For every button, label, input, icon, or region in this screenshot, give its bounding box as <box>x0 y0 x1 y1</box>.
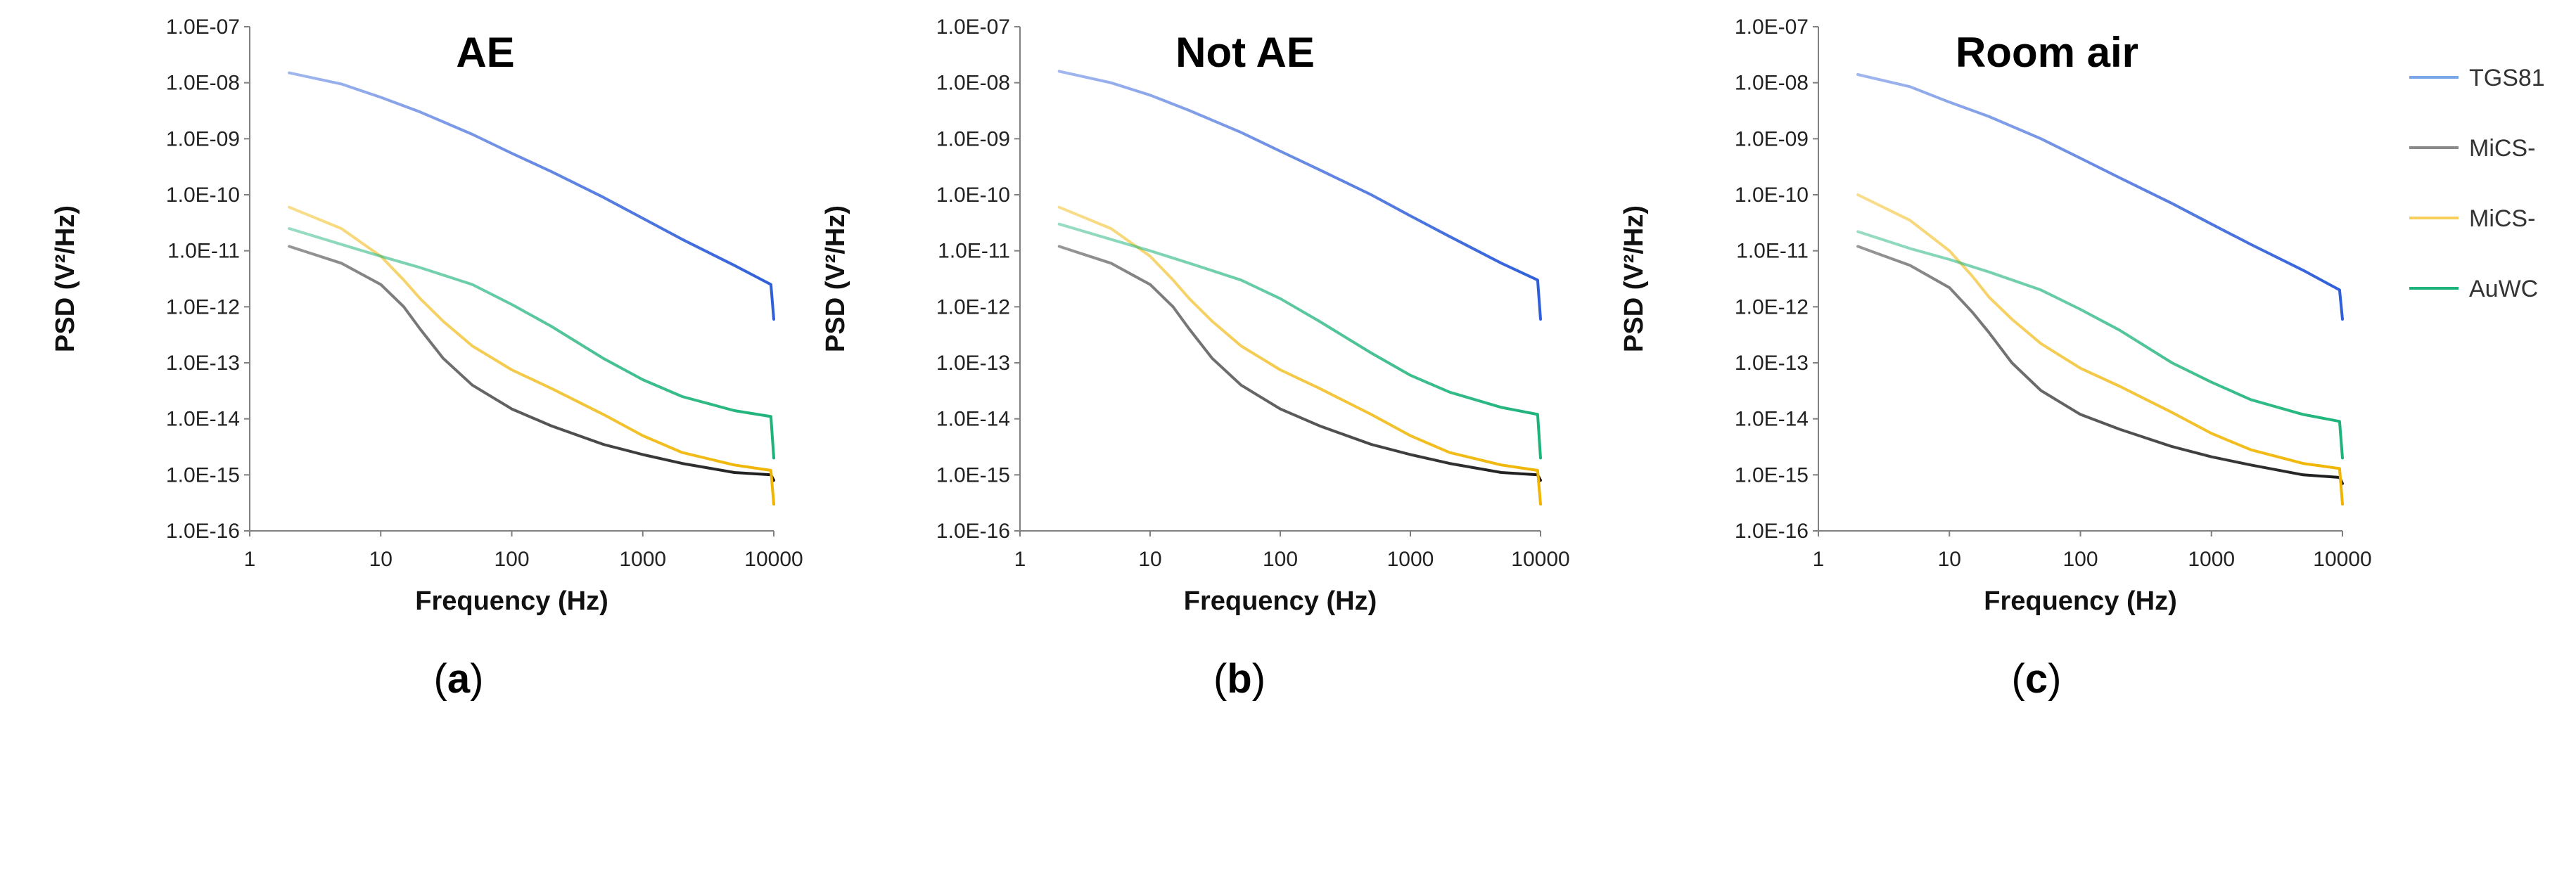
series-line <box>288 205 775 506</box>
y-tick-label: 1.0E-13 <box>1735 352 1809 375</box>
x-tick-label: 10000 <box>2313 548 2371 571</box>
y-tick-label: 1.0E-16 <box>936 520 1010 543</box>
x-tick-label: 1 <box>1014 548 1026 571</box>
x-tick-label: 100 <box>494 548 529 571</box>
series-line <box>1057 245 1542 482</box>
y-tick-label: 1.0E-08 <box>166 72 240 95</box>
x-tick-label: 1000 <box>619 548 666 571</box>
series-line <box>1057 70 1542 321</box>
y-tick-label: 1.0E-12 <box>936 295 1010 319</box>
y-tick-label: 1.0E-11 <box>938 240 1010 263</box>
x-tick-label: 10 <box>369 548 393 571</box>
y-tick-label: 1.0E-13 <box>166 352 240 375</box>
chart-panel-1: 1.0E-16 1.0E-15 1.0E-14 1.0E-13 1.0E-12 1.0E-… <box>51 15 803 702</box>
panel-caption: (b) <box>1213 656 1265 702</box>
y-tick-label: 1.0E-10 <box>936 184 1010 207</box>
y-tick-label: 1.0E-14 <box>166 408 240 431</box>
y-tick-label: 1.0E-15 <box>1735 463 1809 487</box>
legend-label: AuWC <box>2469 276 2538 302</box>
y-axis-title: PSD (V²/Hz) <box>821 205 850 352</box>
x-axis-title: Frequency (Hz) <box>1984 586 2176 616</box>
x-tick-label: 1000 <box>1387 548 1434 571</box>
y-tick-label: 1.0E-14 <box>936 408 1010 431</box>
y-tick-label: 1.0E-07 <box>1735 15 1809 39</box>
x-tick-label: 10000 <box>1511 548 1569 571</box>
x-tick-label: 10000 <box>744 548 803 571</box>
chart-panel-3: 1.0E-16 1.0E-15 1.0E-14 1.0E-13 1.0E-12 1.0E-… <box>1619 15 2372 702</box>
y-tick-label: 1.0E-07 <box>166 15 240 39</box>
y-tick-label: 1.0E-11 <box>1736 240 1809 263</box>
series-line <box>288 71 775 321</box>
y-tick-label: 1.0E-16 <box>166 520 240 543</box>
legend-entry: AuWC <box>2409 276 2538 302</box>
legend-entry: MiCS- <box>2409 135 2535 162</box>
y-tick-label: 1.0E-11 <box>167 240 240 263</box>
y-tick-label: 1.0E-10 <box>166 184 240 207</box>
series-line <box>1856 73 2344 321</box>
legend-entry: MiCS- <box>2409 205 2535 232</box>
y-tick-label: 1.0E-09 <box>936 127 1010 150</box>
series-line <box>1057 205 1542 506</box>
y-tick-label: 1.0E-08 <box>936 72 1010 95</box>
x-tick-label: 100 <box>2062 548 2098 571</box>
y-axis-title: PSD (V²/Hz) <box>1619 205 1649 352</box>
series-line <box>288 245 775 482</box>
y-tick-label: 1.0E-09 <box>1735 127 1809 150</box>
y-tick-label: 1.0E-08 <box>1735 72 1809 95</box>
y-tick-label: 1.0E-09 <box>166 127 240 150</box>
y-tick-label: 1.0E-15 <box>166 463 240 487</box>
x-tick-label: 1000 <box>2188 548 2235 571</box>
legend-label: TGS81 <box>2469 65 2545 91</box>
x-tick-label: 10 <box>1938 548 1961 571</box>
y-tick-label: 1.0E-07 <box>936 15 1010 39</box>
x-axis-title: Frequency (Hz) <box>1184 586 1377 616</box>
legend-entry: TGS81 <box>2409 65 2545 91</box>
series-line <box>288 227 775 460</box>
y-tick-label: 1.0E-15 <box>936 463 1010 487</box>
x-tick-label: 1 <box>1813 548 1825 571</box>
y-tick-label: 1.0E-10 <box>1735 184 1809 207</box>
series-line <box>1856 230 2344 460</box>
legend-label: MiCS- <box>2469 135 2535 162</box>
panel-caption: (c) <box>2012 656 2062 702</box>
x-tick-label: 10 <box>1138 548 1161 571</box>
y-tick-label: 1.0E-13 <box>936 352 1010 375</box>
y-axis-title: PSD (V²/Hz) <box>51 205 80 352</box>
x-axis-title: Frequency (Hz) <box>415 586 608 616</box>
y-tick-label: 1.0E-14 <box>1735 408 1809 431</box>
x-tick-label: 100 <box>1263 548 1298 571</box>
series-line <box>1057 222 1542 460</box>
legend: TGS81 MiCS- MiCS- AuWC <box>2409 65 2545 302</box>
legend-label: MiCS- <box>2469 205 2535 232</box>
panel-title: Room air <box>1956 29 2138 76</box>
series-line <box>1856 193 2344 506</box>
panel-title: AE <box>456 29 514 76</box>
panel-title: Not AE <box>1175 29 1315 76</box>
chart-panel-2: 1.0E-16 1.0E-15 1.0E-14 1.0E-13 1.0E-12 1.0E-… <box>821 15 1570 702</box>
y-tick-label: 1.0E-12 <box>166 295 240 319</box>
y-tick-label: 1.0E-16 <box>1735 520 1809 543</box>
x-tick-label: 1 <box>244 548 256 571</box>
chart-panels: 1.0E-16 1.0E-15 1.0E-14 1.0E-13 1.0E-12 1.0E-… <box>51 15 2372 702</box>
y-tick-label: 1.0E-12 <box>1735 295 1809 319</box>
panel-caption: (a) <box>434 656 484 702</box>
series-line <box>1856 245 2344 485</box>
